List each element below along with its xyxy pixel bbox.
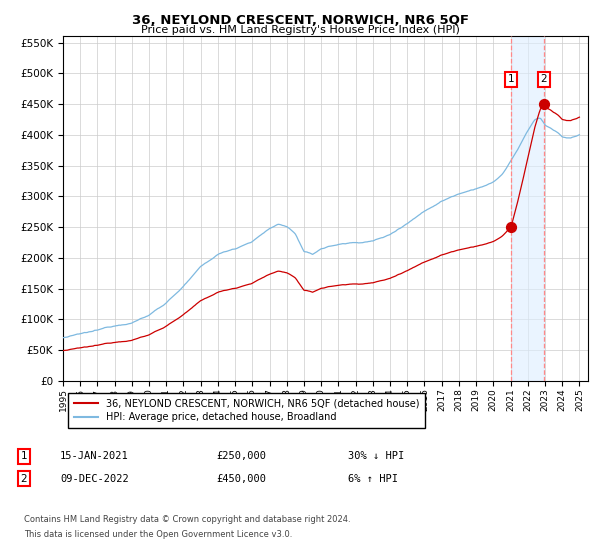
Point: [539, 100, 548, 109]
Text: 2: 2: [20, 474, 28, 484]
Text: 09-DEC-2022: 09-DEC-2022: [60, 474, 129, 484]
Text: This data is licensed under the Open Government Licence v3.0.: This data is licensed under the Open Gov…: [24, 530, 292, 539]
Legend: 36, NEYLOND CRESCENT, NORWICH, NR6 5QF (detached house), HPI: Average price, det: 36, NEYLOND CRESCENT, NORWICH, NR6 5QF (…: [68, 393, 425, 428]
Text: Price paid vs. HM Land Registry's House Price Index (HPI): Price paid vs. HM Land Registry's House …: [140, 25, 460, 35]
Text: 1: 1: [20, 451, 28, 461]
Text: 36, NEYLOND CRESCENT, NORWICH, NR6 5QF: 36, NEYLOND CRESCENT, NORWICH, NR6 5QF: [131, 14, 469, 27]
Text: 6% ↑ HPI: 6% ↑ HPI: [348, 474, 398, 484]
Text: 15-JAN-2021: 15-JAN-2021: [60, 451, 129, 461]
Text: £250,000: £250,000: [216, 451, 266, 461]
Text: 30% ↓ HPI: 30% ↓ HPI: [348, 451, 404, 461]
Text: £450,000: £450,000: [216, 474, 266, 484]
Text: 2: 2: [540, 74, 547, 85]
Text: 1: 1: [508, 74, 515, 85]
Point: [506, 222, 516, 231]
Text: Contains HM Land Registry data © Crown copyright and database right 2024.: Contains HM Land Registry data © Crown c…: [24, 515, 350, 524]
